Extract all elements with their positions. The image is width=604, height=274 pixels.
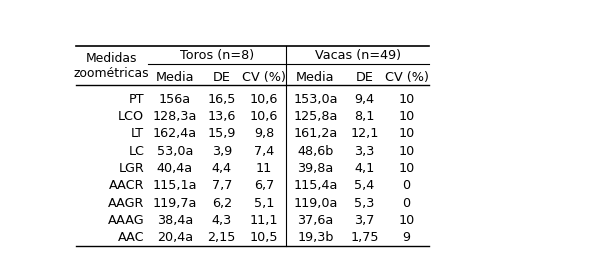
Text: 4,3: 4,3 (211, 214, 232, 227)
Text: 3,9: 3,9 (211, 145, 232, 158)
Text: DE: DE (356, 71, 373, 84)
Text: 153,0a: 153,0a (293, 93, 338, 106)
Text: 48,6b: 48,6b (297, 145, 333, 158)
Text: LC: LC (128, 145, 144, 158)
Text: Medidas
zoométricas: Medidas zoométricas (74, 52, 150, 80)
Text: LGR: LGR (118, 162, 144, 175)
Text: 10: 10 (399, 93, 415, 106)
Text: 10: 10 (399, 214, 415, 227)
Text: 20,4a: 20,4a (157, 231, 193, 244)
Text: 156a: 156a (159, 93, 191, 106)
Text: 6,7: 6,7 (254, 179, 274, 192)
Text: 4,1: 4,1 (355, 162, 374, 175)
Text: 115,4a: 115,4a (293, 179, 338, 192)
Text: AACR: AACR (109, 179, 144, 192)
Text: 11,1: 11,1 (249, 214, 278, 227)
Text: 7,4: 7,4 (254, 145, 274, 158)
Text: 162,4a: 162,4a (153, 127, 197, 141)
Text: 5,4: 5,4 (355, 179, 374, 192)
Text: 10,5: 10,5 (249, 231, 278, 244)
Text: 8,1: 8,1 (355, 110, 374, 123)
Text: 13,6: 13,6 (208, 110, 236, 123)
Text: 119,7a: 119,7a (153, 197, 197, 210)
Text: 10: 10 (399, 110, 415, 123)
Text: Media: Media (156, 71, 194, 84)
Text: AAAG: AAAG (108, 214, 144, 227)
Text: 9,4: 9,4 (355, 93, 374, 106)
Text: 12,1: 12,1 (350, 127, 379, 141)
Text: 11: 11 (255, 162, 272, 175)
Text: 10,6: 10,6 (249, 93, 278, 106)
Text: 5,1: 5,1 (254, 197, 274, 210)
Text: Vacas (n=49): Vacas (n=49) (315, 48, 400, 62)
Text: 53,0a: 53,0a (157, 145, 193, 158)
Text: 3,3: 3,3 (355, 145, 374, 158)
Text: PT: PT (129, 93, 144, 106)
Text: 10,6: 10,6 (249, 110, 278, 123)
Text: 161,2a: 161,2a (294, 127, 338, 141)
Text: 1,75: 1,75 (350, 231, 379, 244)
Text: 39,8a: 39,8a (297, 162, 333, 175)
Text: 0: 0 (403, 197, 411, 210)
Text: Toros (n=8): Toros (n=8) (180, 48, 254, 62)
Text: 119,0a: 119,0a (293, 197, 338, 210)
Text: 37,6a: 37,6a (297, 214, 333, 227)
Text: 19,3b: 19,3b (297, 231, 333, 244)
Text: AAGR: AAGR (108, 197, 144, 210)
Text: 10: 10 (399, 162, 415, 175)
Text: LT: LT (131, 127, 144, 141)
Text: CV (%): CV (%) (242, 71, 286, 84)
Text: LCO: LCO (118, 110, 144, 123)
Text: 40,4a: 40,4a (157, 162, 193, 175)
Text: 0: 0 (403, 179, 411, 192)
Text: 5,3: 5,3 (355, 197, 374, 210)
Text: 2,15: 2,15 (208, 231, 236, 244)
Text: 16,5: 16,5 (208, 93, 236, 106)
Text: 9,8: 9,8 (254, 127, 274, 141)
Text: 128,3a: 128,3a (153, 110, 197, 123)
Text: 15,9: 15,9 (208, 127, 236, 141)
Text: 125,8a: 125,8a (293, 110, 338, 123)
Text: 4,4: 4,4 (212, 162, 232, 175)
Text: 9: 9 (403, 231, 411, 244)
Text: CV (%): CV (%) (385, 71, 429, 84)
Text: 10: 10 (399, 127, 415, 141)
Text: AAC: AAC (118, 231, 144, 244)
Text: 10: 10 (399, 145, 415, 158)
Text: 7,7: 7,7 (211, 179, 232, 192)
Text: 3,7: 3,7 (355, 214, 374, 227)
Text: 115,1a: 115,1a (153, 179, 198, 192)
Text: DE: DE (213, 71, 231, 84)
Text: Media: Media (296, 71, 335, 84)
Text: 6,2: 6,2 (212, 197, 232, 210)
Text: 38,4a: 38,4a (157, 214, 193, 227)
